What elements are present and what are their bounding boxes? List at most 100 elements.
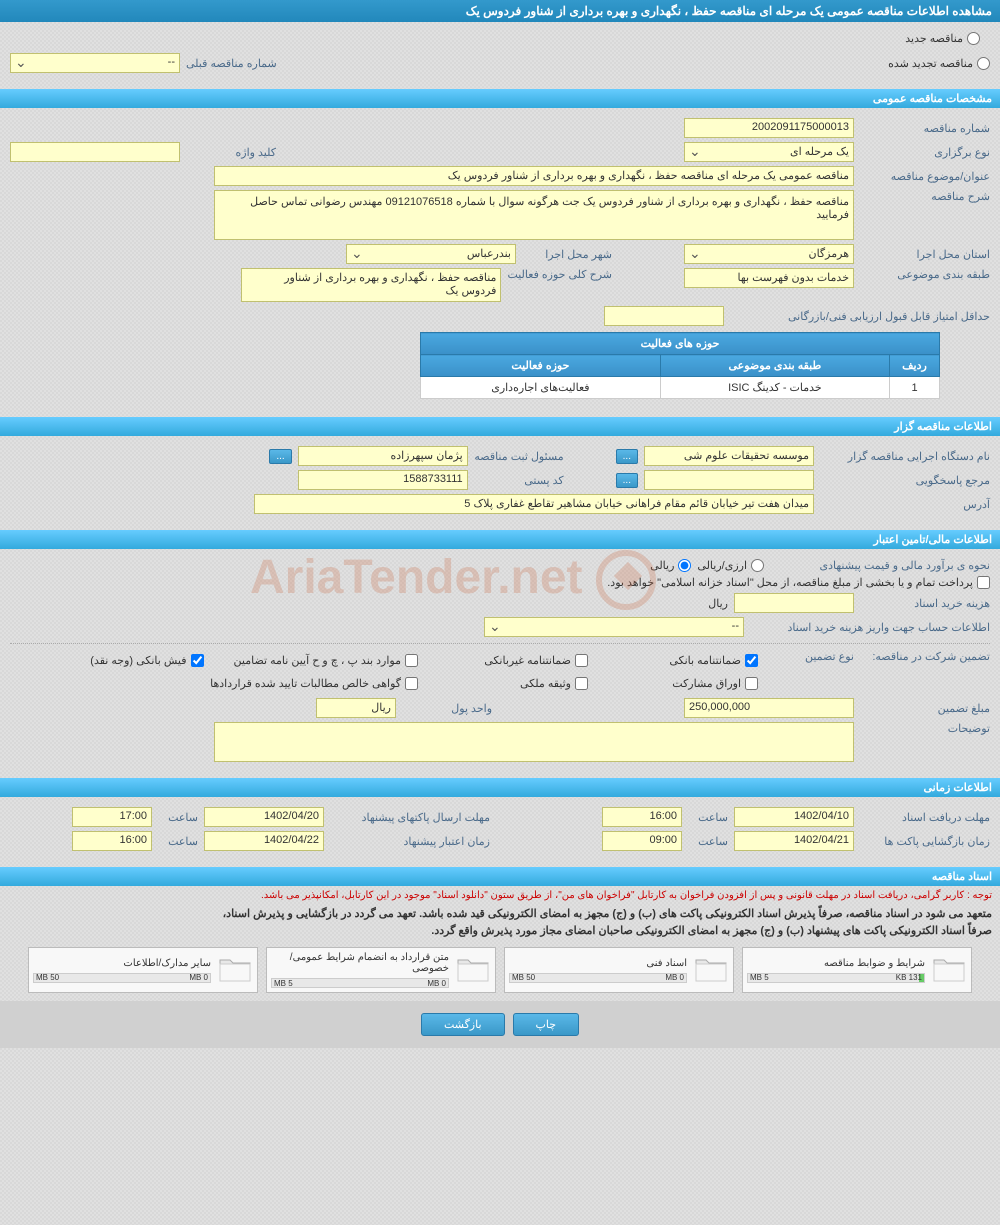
prev-number-label: شماره مناقصه قبلی (186, 57, 277, 70)
amount-field: 250,000,000 (684, 698, 854, 718)
col-category: طبقه بندی موضوعی (660, 355, 889, 377)
doc-title: اسناد فنی (509, 958, 687, 969)
doc-rule1: متعهد می شود در اسناد مناقصه، صرفاً پذیر… (0, 905, 1000, 922)
activity-table: حوزه های فعالیت ردیف طبقه بندی موضوعی حو… (420, 332, 940, 399)
account-label: اطلاعات حساب جهت واریز هزینه خرید اسناد (750, 621, 990, 634)
col-scope: حوزه فعالیت (421, 355, 661, 377)
title-field: مناقصه عمومی یک مرحله ای مناقصه حفظ ، نگ… (214, 166, 854, 186)
recv-date: 1402/04/10 (734, 807, 854, 827)
doc-item[interactable]: شرایط و ضوابط مناقصه 131 KB5 MB (742, 947, 972, 993)
unit-label: واحد پول (402, 702, 492, 715)
minscore-field[interactable] (604, 306, 724, 326)
postal-field: 1588733111 (298, 470, 468, 490)
type-label: نوع برگزاری (860, 146, 990, 159)
doc-item[interactable]: اسناد فنی 0 MB50 MB (504, 947, 734, 993)
g-bonds[interactable]: اوراق مشارکت (618, 677, 758, 690)
opening-label: زمان بازگشایی پاکت ها (860, 835, 990, 848)
agency-field: موسسه تحقیقات علوم شی (644, 446, 814, 466)
minscore-label: حداقل امتیاز قابل قبول ارزیابی فنی/بازرگ… (730, 310, 990, 323)
postal-label: کد پستی (474, 474, 564, 487)
desc-label: شرح مناقصه (860, 190, 990, 203)
purchase-cost-field[interactable] (734, 593, 854, 613)
col-row: ردیف (890, 355, 940, 377)
account-select[interactable]: -- (484, 617, 744, 637)
doc-rule2: صرفاً اسناد الکترونیکی پاکت های پیشنهاد … (0, 922, 1000, 939)
opening-time: 09:00 (602, 831, 682, 851)
opening-date: 1402/04/21 (734, 831, 854, 851)
category-label: طبقه بندی موضوعی (860, 268, 990, 281)
g-bank[interactable]: ضمانتنامه بانکی (618, 654, 758, 667)
g-property[interactable]: وثیقه ملکی (448, 677, 588, 690)
g-cash[interactable]: فیش بانکی (وجه نقد) (64, 654, 204, 667)
folder-icon (693, 952, 729, 988)
contact-field[interactable] (644, 470, 814, 490)
province-label: استان محل اجرا (860, 248, 990, 261)
province-select[interactable]: هرمزگان (684, 244, 854, 264)
amount-label: مبلغ تضمین (860, 702, 990, 715)
doc-size-bar: 0 MB5 MB (271, 978, 449, 988)
send-label: مهلت ارسال پاکتهای پیشنهاد (330, 811, 490, 824)
g-nonbank[interactable]: ضمانتنامه غیربانکی (448, 654, 588, 667)
keyword-field[interactable] (10, 142, 180, 162)
treasury-checkbox[interactable]: پرداخت تمام و یا بخشی از مبلغ مناقصه، از… (607, 576, 990, 589)
folder-icon (931, 952, 967, 988)
doc-size-bar: 131 KB5 MB (747, 973, 925, 983)
city-select[interactable]: بندرعباس (346, 244, 516, 264)
send-time: 17:00 (72, 807, 152, 827)
agency-more-button[interactable]: ... (616, 449, 638, 464)
scope-label: شرح کلی حوزه فعالیت (507, 268, 612, 281)
number-label: شماره مناقصه (860, 122, 990, 135)
back-button[interactable]: بازگشت (421, 1013, 505, 1036)
agency-label: نام دستگاه اجرایی مناقصه گزار (820, 450, 990, 463)
send-date: 1402/04/20 (204, 807, 324, 827)
notes-label: توضیحات (860, 722, 990, 735)
g-receivables[interactable]: گواهی خالص مطالبات تایید شده قراردادها (158, 677, 418, 690)
rial-unit: ریال (708, 597, 728, 610)
g-clauses[interactable]: موارد بند پ ، چ و ح آیین نامه تضامین (234, 654, 418, 667)
prev-number-select[interactable]: -- (10, 53, 180, 73)
doc-title: شرایط و ضوابط مناقصه (747, 958, 925, 969)
recv-label: مهلت دریافت اسناد (860, 811, 990, 824)
section-documents: اسناد مناقصه (0, 867, 1000, 886)
method-label: نحوه ی برآورد مالی و قیمت پیشنهادی (770, 559, 990, 572)
guarantee-type-label: نوع تضمین (764, 650, 854, 663)
section-organizer: اطلاعات مناقصه گزار (0, 417, 1000, 436)
purchase-cost-label: هزینه خرید اسناد (860, 597, 990, 610)
time-label-1: ساعت (688, 811, 728, 824)
responsible-label: مسئول ثبت مناقصه (474, 450, 564, 463)
address-label: آدرس (820, 498, 990, 511)
doc-size-bar: 0 MB50 MB (509, 973, 687, 983)
scope-field: مناقصه حفظ ، نگهداری و بهره برداری از شن… (241, 268, 501, 302)
contact-label: مرجع پاسخگویی (820, 474, 990, 487)
city-label: شهر محل اجرا (522, 248, 612, 261)
activity-table-title: حوزه های فعالیت (421, 333, 940, 355)
print-button[interactable]: چاپ (513, 1013, 580, 1036)
doc-title: سایر مدارک/اطلاعات (33, 958, 211, 969)
radio-rial[interactable]: ریالی (650, 559, 691, 572)
validity-label: زمان اعتبار پیشنهاد (330, 835, 490, 848)
keyword-label: کلید واژه (186, 146, 276, 159)
validity-date: 1402/04/22 (204, 831, 324, 851)
notes-field[interactable] (214, 722, 854, 762)
doc-item[interactable]: سایر مدارک/اطلاعات 0 MB50 MB (28, 947, 258, 993)
radio-new-tender[interactable]: مناقصه جدید (905, 32, 980, 45)
category-field: خدمات بدون فهرست بها (684, 268, 854, 288)
radio-currency[interactable]: ارزی/ریالی (697, 559, 764, 572)
doc-size-bar: 0 MB50 MB (33, 973, 211, 983)
responsible-field: پژمان سپهرزاده (298, 446, 468, 466)
address-field: میدان هفت تیر خیابان قائم مقام فراهانی خ… (254, 494, 814, 514)
section-general: مشخصات مناقصه عمومی (0, 89, 1000, 108)
time-label-3: ساعت (688, 835, 728, 848)
doc-item[interactable]: متن قرارداد به انضمام شرایط عمومی/خصوصی … (266, 947, 496, 993)
title-label: عنوان/موضوع مناقصه (860, 170, 990, 183)
page-title: مشاهده اطلاعات مناقصه عمومی یک مرحله ای … (0, 0, 1000, 22)
radio-renewed-tender[interactable]: مناقصه تجدید شده (888, 57, 990, 70)
type-select[interactable]: یک مرحله ای (684, 142, 854, 162)
guarantee-label: تضمین شرکت در مناقصه: (860, 650, 990, 663)
folder-icon (217, 952, 253, 988)
responsible-more-button[interactable]: ... (269, 449, 291, 464)
section-financial: اطلاعات مالی/تامین اعتبار (0, 530, 1000, 549)
folder-icon (455, 952, 491, 988)
table-row: 1خدمات - کدینگ ISICفعالیت‌های اجاره‌داری (421, 377, 940, 399)
contact-more-button[interactable]: ... (616, 473, 638, 488)
